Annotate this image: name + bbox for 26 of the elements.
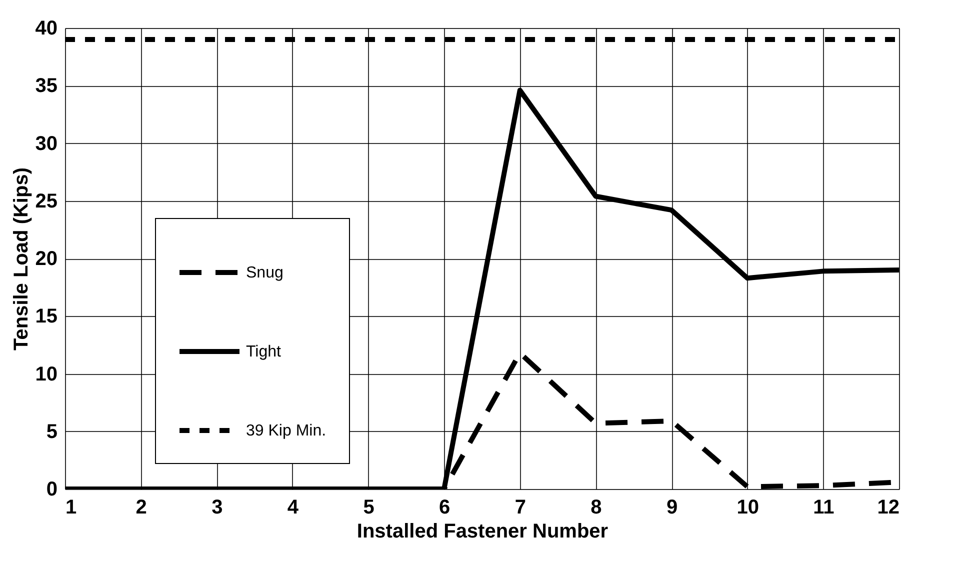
x-tick-label: 1 (66, 496, 77, 518)
x-tick-label: 8 (590, 496, 602, 518)
x-tick-label: 6 (439, 496, 450, 518)
y-tick-label: 20 (35, 248, 58, 270)
y-tick-label: 5 (46, 420, 58, 443)
legend-label: 39 Kip Min. (246, 422, 326, 440)
legend-label: Snug (246, 264, 284, 282)
y-tick-label: 30 (35, 132, 58, 155)
x-tick-label: 5 (363, 496, 374, 518)
x-tick-label: 11 (813, 496, 834, 518)
y-tick-label: 10 (35, 363, 58, 386)
y-tick-label: 40 (35, 18, 58, 40)
x-axis-title: Installed Fastener Number (356, 520, 608, 542)
y-axis-title: Tensile Load (Kips) (10, 168, 32, 350)
x-tick-label: 4 (287, 496, 300, 518)
y-tick-label: 15 (35, 306, 58, 328)
x-tick-label: 9 (666, 496, 678, 518)
x-tick-label: 3 (212, 496, 223, 518)
x-tick-label: 2 (136, 496, 147, 518)
y-tick-label: 35 (35, 75, 58, 98)
x-tick-label: 7 (514, 496, 526, 518)
y-tick-label: 25 (35, 190, 58, 212)
y-tick-label: 0 (46, 478, 58, 500)
x-tick-label: 10 (736, 496, 759, 518)
x-tick-label: 12 (877, 496, 900, 518)
legend-label: Tight (246, 344, 282, 360)
